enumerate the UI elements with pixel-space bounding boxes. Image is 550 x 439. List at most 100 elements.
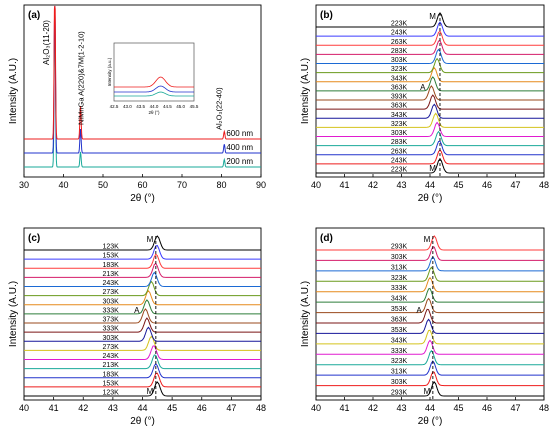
x-tick-label: 50 [98,180,108,190]
temperature-label: 243K [391,30,408,37]
temperature-label: 123K [102,244,119,251]
temperature-label: 343K [391,337,408,344]
stack-curve [112,280,261,297]
stack-curve [112,262,261,278]
temperature-label: 303K [391,254,408,261]
x-tick-label: 43 [396,180,406,190]
stack-curve [401,235,544,251]
inset-frame [113,42,195,102]
stack-curve [401,266,544,282]
stack-curve [401,276,544,293]
stack-curve [401,360,544,376]
temperature-label: 273K [102,344,119,351]
temperature-label: 293K [391,390,408,397]
x-tick-label: 48 [539,403,549,413]
series-line-400-nm [24,5,261,154]
temperature-label: 323K [391,358,408,365]
inset-x-label: 2θ (°) [148,110,160,115]
stack-curve [401,103,544,119]
stack-curve [401,371,544,387]
stack-curve [112,235,261,251]
temperature-label: 363K [391,84,408,91]
x-tick-label: 90 [256,180,266,190]
stack-curve [401,57,544,74]
temperature-label: 243K [102,353,119,360]
temperature-label: 123K [102,390,119,397]
phase-marker-m: M [147,387,154,396]
stack-curve [401,76,544,92]
x-tick-label: 44 [425,180,435,190]
panel-1: 30 40 50 60 70 80 90 2θ (°) Intensity (A.U.) (a) 2… [8,4,266,204]
peak-annotation: NiMnGa A(220)&7M(1-2-10) [76,31,85,125]
inset-curve [114,85,194,93]
phase-marker-m: M [429,12,436,21]
inset-tick-label: 45.0 [176,104,185,109]
stack-curve [112,335,261,351]
temperature-label: 183K [102,262,119,269]
stack-curve [112,244,261,260]
x-tick-label: 47 [510,180,520,190]
temperature-label: 153K [102,253,119,260]
temperature-label: 393K [391,94,408,101]
x-tick-label: 42 [368,403,378,413]
stack-curve [401,329,544,345]
stack-curve [112,354,261,370]
temperature-label: 353K [391,306,408,313]
x-tick-label: 44 [137,403,147,413]
y-axis-label: Intensity (A.U.) [300,58,311,124]
temperature-label: 273K [102,289,119,296]
temperature-label: 213K [102,362,119,369]
x-tick-label: 47 [226,403,236,413]
stack-curve [401,246,544,261]
temperature-label: 333K [102,326,119,333]
phase-marker-m: M [429,164,436,173]
stack-curve [112,308,261,324]
x-tick-label: 48 [256,403,266,413]
temperature-label: 353K [391,327,408,334]
stack-curve [401,140,544,156]
stack-curve [112,271,261,287]
temperature-label: 343K [391,112,408,119]
x-axis-label: 2θ (°) [418,193,443,204]
x-tick-label: 41 [49,403,59,413]
stack-curve [401,349,544,366]
temperature-label: 283K [391,139,408,146]
temperature-label: 263K [391,148,408,155]
stack-curve [401,256,544,272]
stack-curve [112,289,261,306]
x-tick-label: 30 [19,180,29,190]
temperature-label: 333K [391,348,408,355]
temperature-label: 323K [391,275,408,282]
stack-curve [401,12,544,28]
stack-curve [401,21,544,37]
temperature-label: 373K [102,317,119,324]
temperature-label: 303K [391,130,408,137]
stack-curve [401,381,544,397]
phase-marker-a: A [420,83,426,92]
panel-label: (d) [320,233,333,244]
temperature-label: 323K [391,121,408,128]
stack-curve [112,326,261,342]
y-axis-label: Intensity (A.U.) [8,281,19,347]
x-tick-label: 46 [197,403,207,413]
x-tick-label: 40 [19,403,29,413]
stack-curve [401,85,544,101]
x-tick-label: 42 [78,403,88,413]
inset-tick-label: 43.5 [136,104,145,109]
stack-curve [401,158,544,174]
phase-marker-m: M [424,387,431,396]
x-tick-label: 47 [510,403,520,413]
x-tick-label: 40 [58,180,68,190]
inset-curve [114,76,194,88]
inset-tick-label: 43.0 [123,104,132,109]
stack-curve [401,318,544,334]
x-axis-label: 2θ (°) [418,416,443,427]
panel-3: 40 41 42 43 44 45 46 47 48 2θ (°) Intensity (A.U.)… [8,227,266,427]
stack-curve [401,48,544,64]
stack-curve [401,30,544,46]
panel-2: 40 41 42 43 44 45 46 47 48 2θ (°) Intensity (A.U.)… [300,4,549,204]
temperature-label: 183K [102,371,119,378]
series-label: 600 nm [226,129,253,138]
stack-curve [401,130,544,147]
y-axis-label: Intensity (A.U.) [300,281,311,347]
